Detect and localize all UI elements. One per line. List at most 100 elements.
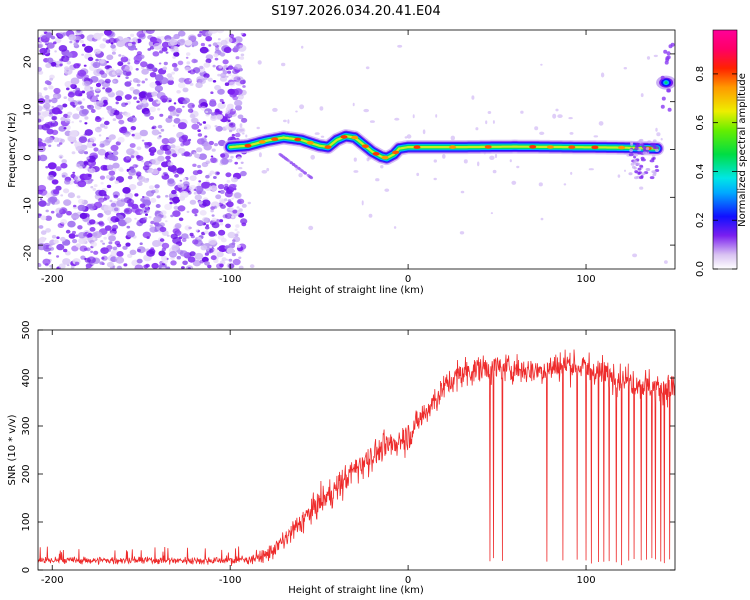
noise-dot — [121, 54, 125, 58]
noise-dot — [228, 122, 236, 128]
noise-dot — [624, 169, 626, 172]
noise-dot — [97, 222, 101, 225]
noise-dot — [200, 242, 204, 246]
noise-dot — [182, 100, 188, 105]
noise-dot — [116, 36, 124, 42]
noise-dot — [557, 114, 563, 118]
noise-dot — [568, 117, 573, 120]
noise-dot — [177, 205, 186, 212]
noise-dot — [108, 37, 116, 44]
edge-dot — [640, 143, 645, 147]
noise-dot — [190, 117, 199, 124]
noise-dot — [167, 76, 174, 81]
noise-dot — [178, 77, 186, 83]
noise-dot — [214, 84, 221, 91]
noise-dot — [196, 220, 204, 227]
noise-dot — [90, 250, 94, 253]
noise-dot — [136, 181, 143, 186]
noise-dot — [655, 127, 658, 132]
y-tick-label: 20 — [23, 56, 34, 69]
edge-dot — [641, 172, 646, 176]
noise-dot — [194, 252, 204, 260]
noise-dot — [79, 120, 82, 123]
noise-dot — [159, 144, 168, 151]
noise-dot — [98, 189, 107, 197]
noise-dot — [96, 100, 104, 107]
noise-dot — [202, 217, 209, 223]
noise-dot — [397, 44, 403, 48]
noise-dot — [167, 79, 174, 85]
noise-dot — [189, 82, 194, 86]
noise-dot — [102, 242, 105, 245]
noise-dot — [143, 178, 150, 183]
edge-dot — [652, 156, 656, 160]
noise-dot — [205, 224, 209, 227]
noise-dot — [132, 164, 138, 169]
noise-dot — [67, 96, 74, 102]
noise-dot — [61, 159, 67, 164]
noise-dot — [144, 111, 151, 117]
y-tick-label: 300 — [21, 416, 32, 435]
noise-dot — [205, 174, 210, 179]
noise-dot — [159, 50, 163, 54]
noise-dot — [119, 126, 128, 134]
ridge-hotspot — [618, 145, 626, 150]
noise-dot — [210, 206, 215, 210]
noise-dot — [48, 251, 52, 255]
spectrogram-noise-dots — [38, 30, 668, 269]
noise-dot — [204, 135, 208, 138]
colorbar: 0.0 0.2 0.4 0.6 0.8 Normalized spectral ampl… — [695, 29, 748, 277]
noise-dot — [220, 72, 227, 78]
ridge-hotspot — [546, 145, 554, 149]
noise-dot — [151, 91, 158, 97]
noise-dot — [184, 225, 192, 231]
noise-dot — [110, 144, 119, 152]
noise-dot — [281, 62, 286, 67]
noise-dot — [171, 244, 180, 251]
noise-dot — [174, 230, 182, 236]
y-tick-label: 0 — [23, 154, 34, 160]
noise-dot — [124, 94, 132, 100]
colorbar-ticks: 0.0 0.2 0.4 0.6 0.8 — [695, 66, 737, 277]
noise-dot — [85, 263, 92, 269]
noise-dot — [140, 61, 148, 68]
noise-dot — [219, 222, 224, 226]
x-tick-label: 100 — [576, 575, 595, 586]
noise-dot — [157, 108, 161, 111]
colorbar-gradient — [712, 29, 738, 270]
noise-dot — [136, 155, 141, 159]
edge-dot — [637, 151, 642, 155]
noise-dot — [570, 171, 573, 175]
noise-dot — [198, 98, 207, 106]
noise-dot — [180, 191, 189, 198]
noise-dot — [241, 117, 248, 123]
noise-dot — [127, 42, 133, 47]
colorbar-tick-label: 0.8 — [695, 66, 706, 82]
noise-dot — [83, 160, 89, 165]
noise-dot — [158, 62, 162, 65]
noise-dot — [217, 88, 225, 95]
noise-dot — [122, 245, 128, 250]
noise-dot — [238, 208, 243, 212]
noise-dot — [141, 66, 145, 70]
noise-dot — [209, 245, 213, 249]
noise-dot — [179, 250, 188, 257]
noise-dot — [106, 60, 109, 64]
noise-dot — [159, 226, 167, 233]
spectrogram-ridge — [223, 42, 675, 180]
noise-dot — [125, 71, 132, 76]
noise-dot — [125, 242, 131, 247]
noise-dot — [170, 214, 174, 218]
edge-dot — [650, 143, 654, 147]
noise-dot — [51, 115, 58, 121]
noise-dot — [234, 192, 242, 199]
snr-x-axis: -200 -100 0 100 — [41, 330, 596, 586]
noise-dot — [76, 179, 79, 182]
noise-dot — [75, 234, 79, 237]
noise-dot — [233, 88, 243, 96]
noise-dot — [51, 97, 58, 104]
noise-dot — [116, 243, 122, 248]
noise-dot — [159, 238, 165, 242]
noise-dot — [112, 80, 116, 83]
noise-dot — [135, 68, 139, 71]
